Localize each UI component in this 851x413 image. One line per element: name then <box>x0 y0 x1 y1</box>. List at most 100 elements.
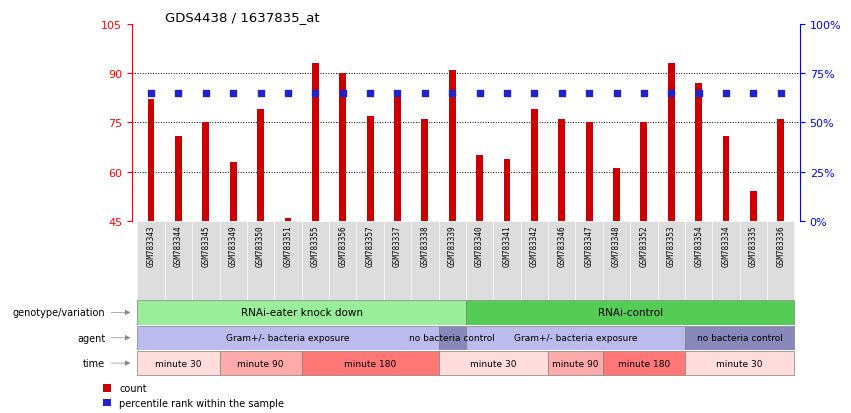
Bar <box>384 221 411 300</box>
Bar <box>685 326 795 350</box>
Legend: count, percentile rank within the sample: count, percentile rank within the sample <box>103 383 284 408</box>
Text: GSM783357: GSM783357 <box>366 225 374 267</box>
Text: GSM783340: GSM783340 <box>475 225 484 267</box>
Point <box>172 90 186 97</box>
Text: minute 90: minute 90 <box>237 359 284 368</box>
Text: minute 30: minute 30 <box>717 359 763 368</box>
Bar <box>548 351 603 375</box>
Text: GSM783355: GSM783355 <box>311 225 320 267</box>
Bar <box>477 156 483 221</box>
Text: GSM783339: GSM783339 <box>448 225 457 267</box>
Bar <box>284 218 291 221</box>
Text: GDS4438 / 1637835_at: GDS4438 / 1637835_at <box>165 11 320 24</box>
Bar <box>137 221 165 300</box>
Text: GSM783350: GSM783350 <box>256 225 265 267</box>
Point <box>665 90 678 97</box>
Text: GSM783352: GSM783352 <box>639 225 648 267</box>
Point <box>391 90 404 97</box>
Bar <box>220 221 247 300</box>
Bar <box>165 221 192 300</box>
Point <box>445 90 459 97</box>
Text: GSM783342: GSM783342 <box>530 225 539 267</box>
Bar <box>192 221 220 300</box>
Bar <box>641 123 648 221</box>
Bar <box>220 351 301 375</box>
Point <box>500 90 514 97</box>
Bar <box>340 74 346 221</box>
Bar <box>301 221 329 300</box>
Point <box>418 90 431 97</box>
Bar <box>438 351 548 375</box>
Text: GSM783344: GSM783344 <box>174 225 183 267</box>
Bar <box>685 221 712 300</box>
Text: Gram+/- bacteria exposure: Gram+/- bacteria exposure <box>514 333 637 342</box>
Text: GSM783349: GSM783349 <box>229 225 237 267</box>
Bar <box>603 351 685 375</box>
Bar <box>203 123 209 221</box>
Bar <box>466 326 685 350</box>
Bar <box>722 136 729 221</box>
Bar <box>658 221 685 300</box>
Point <box>692 90 705 97</box>
Text: GSM783338: GSM783338 <box>420 225 430 267</box>
Bar <box>740 221 767 300</box>
Text: minute 30: minute 30 <box>155 359 202 368</box>
Bar <box>767 221 795 300</box>
Bar <box>230 162 237 221</box>
Text: GSM783343: GSM783343 <box>146 225 156 267</box>
Point <box>226 90 240 97</box>
Bar <box>394 94 401 221</box>
Bar <box>438 326 466 350</box>
Bar <box>247 221 274 300</box>
Text: no bacteria control: no bacteria control <box>697 333 783 342</box>
Bar <box>312 64 319 221</box>
Text: GSM783337: GSM783337 <box>393 225 402 267</box>
Bar <box>585 123 592 221</box>
Bar <box>466 221 494 300</box>
Text: GSM783341: GSM783341 <box>502 225 511 267</box>
Bar <box>685 351 795 375</box>
Bar <box>137 301 466 325</box>
Bar <box>421 120 428 221</box>
Bar <box>531 110 538 221</box>
Text: Gram+/- bacteria exposure: Gram+/- bacteria exposure <box>226 333 350 342</box>
Bar <box>137 351 220 375</box>
Text: genotype/variation: genotype/variation <box>13 308 106 318</box>
Bar <box>494 221 521 300</box>
Text: minute 180: minute 180 <box>618 359 670 368</box>
Text: no bacteria control: no bacteria control <box>409 333 495 342</box>
Bar <box>750 192 757 221</box>
Bar <box>548 221 575 300</box>
Bar <box>329 221 357 300</box>
Bar <box>175 136 182 221</box>
Point <box>719 90 733 97</box>
Text: GSM783346: GSM783346 <box>557 225 566 267</box>
Point <box>309 90 323 97</box>
Text: time: time <box>83 358 106 368</box>
Bar <box>257 110 264 221</box>
Text: minute 30: minute 30 <box>470 359 517 368</box>
Point <box>473 90 487 97</box>
Text: GSM783356: GSM783356 <box>338 225 347 267</box>
Bar <box>438 221 466 300</box>
Bar <box>274 221 301 300</box>
Bar <box>695 84 702 221</box>
Bar <box>411 221 438 300</box>
Point <box>528 90 541 97</box>
Bar <box>367 116 374 221</box>
Bar <box>712 221 740 300</box>
Point <box>774 90 787 97</box>
Point <box>199 90 213 97</box>
Bar <box>357 221 384 300</box>
Bar <box>668 64 675 221</box>
Point <box>281 90 294 97</box>
Bar <box>575 221 603 300</box>
Text: GSM783354: GSM783354 <box>694 225 703 267</box>
Point <box>746 90 760 97</box>
Text: GSM783348: GSM783348 <box>612 225 621 267</box>
Text: agent: agent <box>77 333 106 343</box>
Bar <box>466 301 795 325</box>
Bar <box>631 221 658 300</box>
Bar <box>777 120 785 221</box>
Bar <box>613 169 620 221</box>
